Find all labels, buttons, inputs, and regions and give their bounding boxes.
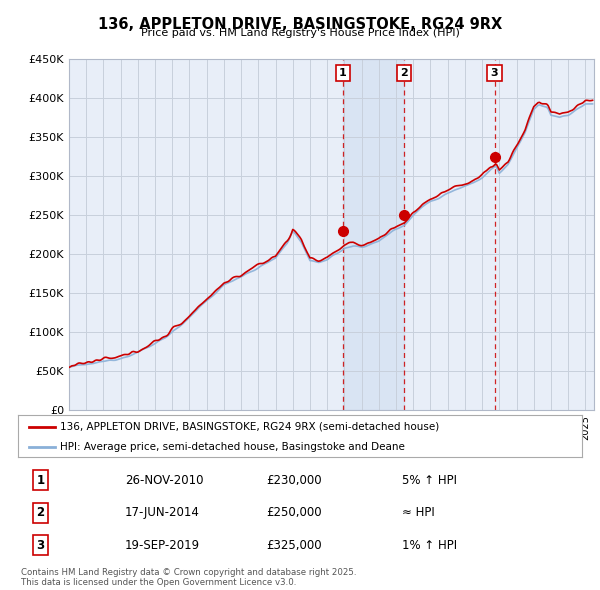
Text: 136, APPLETON DRIVE, BASINGSTOKE, RG24 9RX (semi-detached house): 136, APPLETON DRIVE, BASINGSTOKE, RG24 9… — [60, 422, 440, 432]
Text: £250,000: £250,000 — [266, 506, 322, 519]
Text: 1: 1 — [339, 68, 347, 78]
Text: ≈ HPI: ≈ HPI — [401, 506, 434, 519]
Text: 2: 2 — [37, 506, 44, 519]
Text: 1: 1 — [37, 474, 44, 487]
Text: 19-SEP-2019: 19-SEP-2019 — [125, 539, 200, 552]
Text: 1% ↑ HPI: 1% ↑ HPI — [401, 539, 457, 552]
Text: 136, APPLETON DRIVE, BASINGSTOKE, RG24 9RX: 136, APPLETON DRIVE, BASINGSTOKE, RG24 9… — [98, 17, 502, 31]
Text: HPI: Average price, semi-detached house, Basingstoke and Deane: HPI: Average price, semi-detached house,… — [60, 442, 405, 451]
Text: 2: 2 — [400, 68, 408, 78]
Bar — [343, 59, 404, 410]
Text: £325,000: £325,000 — [266, 539, 322, 552]
Text: 5% ↑ HPI: 5% ↑ HPI — [401, 474, 457, 487]
Text: Contains HM Land Registry data © Crown copyright and database right 2025.
This d: Contains HM Land Registry data © Crown c… — [21, 568, 356, 587]
Text: £230,000: £230,000 — [266, 474, 322, 487]
Text: 26-NOV-2010: 26-NOV-2010 — [125, 474, 203, 487]
Text: 3: 3 — [37, 539, 44, 552]
Text: Price paid vs. HM Land Registry's House Price Index (HPI): Price paid vs. HM Land Registry's House … — [140, 28, 460, 38]
Text: 3: 3 — [491, 68, 499, 78]
Text: 17-JUN-2014: 17-JUN-2014 — [125, 506, 200, 519]
